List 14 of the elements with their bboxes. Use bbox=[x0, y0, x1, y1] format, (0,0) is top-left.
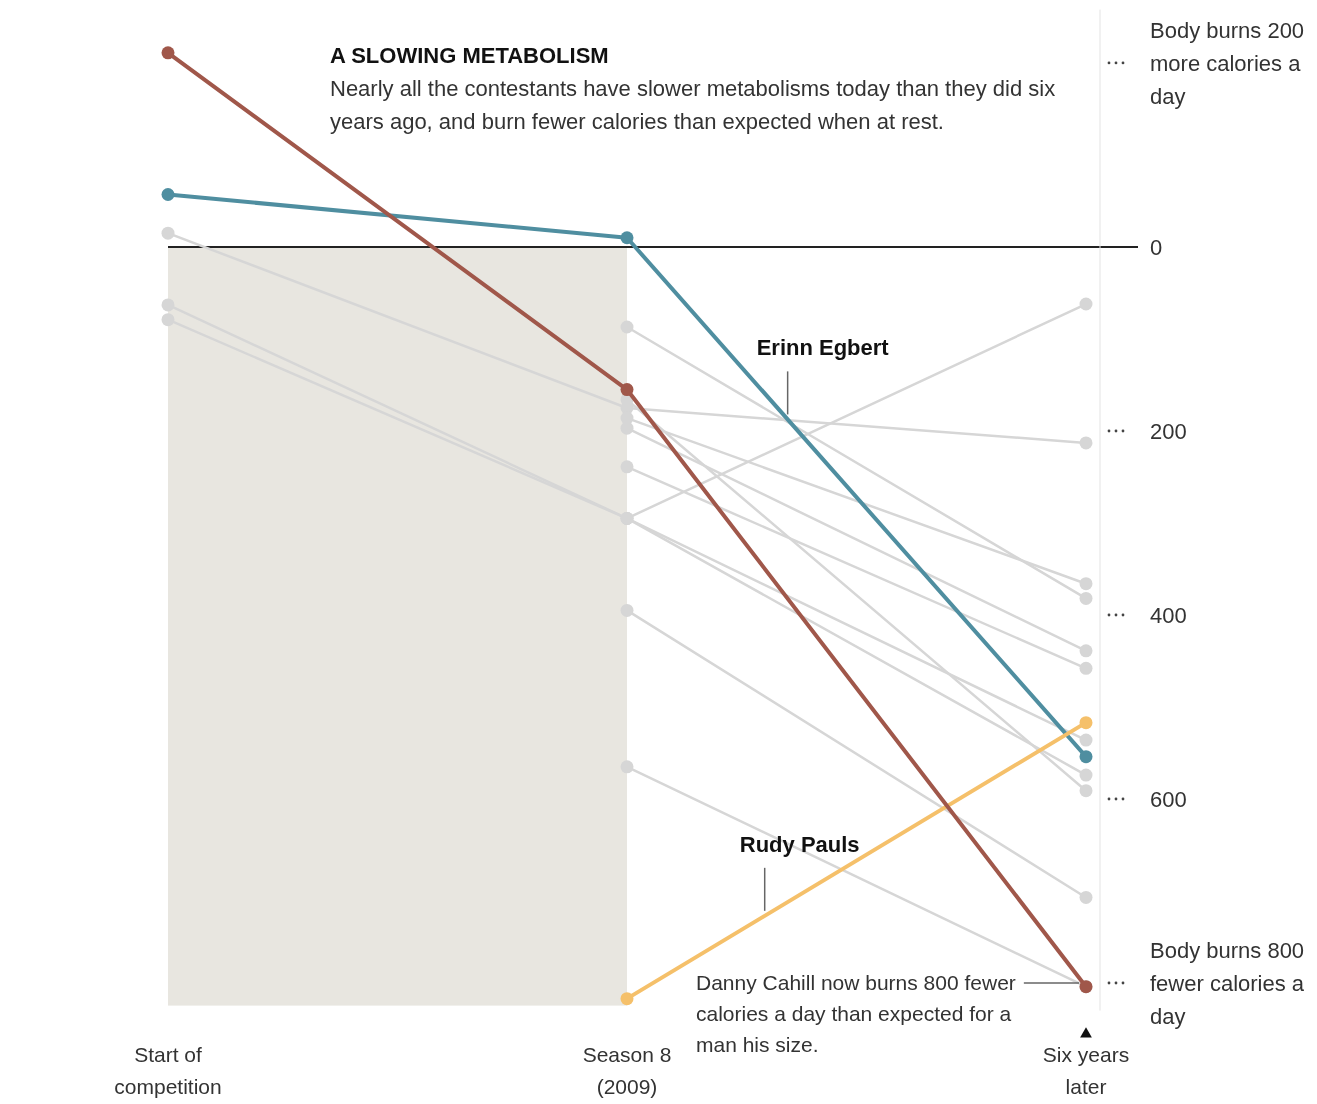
text: A SLOWING METABOLISM bbox=[330, 43, 609, 68]
series-label: Rudy Pauls bbox=[739, 831, 860, 857]
text: Nearly all the contestants have slower metabolisms today than they did six years ago, and burn fewer calories than expected when at rest. bbox=[330, 76, 1056, 134]
y-tick-label: 0 bbox=[1150, 234, 1163, 260]
x-tick-label: Start of competition bbox=[114, 1043, 222, 1098]
y-tick-label: Body burns 800 fewer calories a day bbox=[1150, 938, 1305, 1029]
series-label: Erinn Egbert bbox=[756, 335, 890, 361]
y-tick-label: 400 bbox=[1150, 602, 1187, 628]
x-tick-label: Season 8 (2009) bbox=[582, 1043, 672, 1098]
y-tick-label: 600 bbox=[1150, 786, 1187, 812]
y-tick-label: 200 bbox=[1150, 418, 1187, 444]
annotation: Danny Cahill now burns 800 fewer calories a day than expected for a man his size. bbox=[696, 971, 1016, 1056]
x-tick-label: Six years later bbox=[1042, 1043, 1130, 1098]
y-tick-label: Body burns 200 more calories a day bbox=[1150, 17, 1305, 109]
